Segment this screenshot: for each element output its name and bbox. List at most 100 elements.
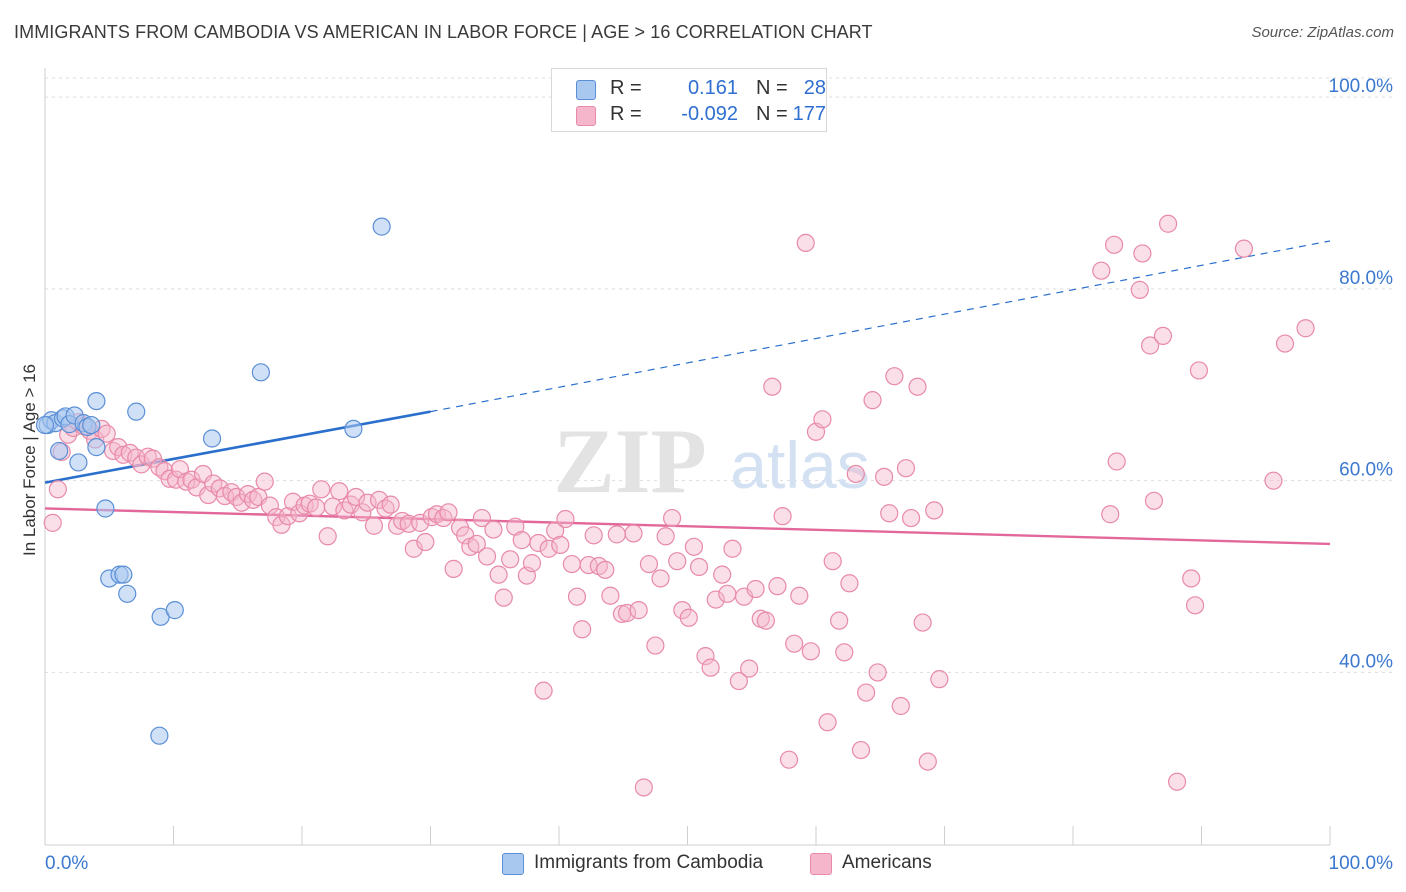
data-point-americans <box>706 590 725 609</box>
data-point-americans <box>501 550 520 569</box>
y-tick-label: 100.0% <box>1329 76 1394 97</box>
data-point-americans <box>494 588 513 607</box>
data-point-cambodia <box>344 419 363 439</box>
data-point-americans <box>908 377 927 396</box>
data-point-americans <box>534 681 553 700</box>
data-point-americans <box>467 534 486 554</box>
data-point-americans <box>925 501 944 520</box>
data-point-americans <box>512 531 531 550</box>
data-point-americans <box>48 480 67 499</box>
data-point-americans <box>567 587 587 606</box>
data-point-americans <box>773 507 792 526</box>
data-point-americans <box>740 659 759 678</box>
data-point-americans <box>260 496 279 515</box>
data-point-americans <box>584 526 603 545</box>
data-point-americans <box>573 620 592 639</box>
legend-r-value: 0.161 <box>687 77 738 99</box>
legend-swatch-pink <box>576 106 596 126</box>
axes <box>44 68 1331 846</box>
watermark-zip: ZIP <box>553 410 706 512</box>
data-point-americans <box>1133 244 1152 263</box>
data-point-americans <box>763 377 782 396</box>
y-axis-label: In Labor Force | Age > 16 <box>20 363 39 557</box>
bottom-legend-label: Americans <box>842 852 932 873</box>
data-point-americans <box>244 490 263 509</box>
data-point-americans <box>629 601 648 620</box>
data-point-americans <box>918 752 937 771</box>
data-point-americans <box>255 472 274 491</box>
data-point-americans <box>43 513 62 532</box>
data-point-americans <box>796 233 815 253</box>
data-point-americans <box>1130 280 1149 299</box>
data-point-americans <box>562 554 581 574</box>
x-tick-label: 0.0% <box>45 853 88 874</box>
data-point-americans <box>618 603 637 623</box>
data-point-americans <box>1182 569 1201 588</box>
data-point-americans <box>713 565 732 584</box>
data-point-americans <box>1105 235 1124 254</box>
legend-n-value: 177 <box>792 103 826 125</box>
data-point-americans <box>701 658 720 677</box>
data-point-americans <box>662 508 682 528</box>
data-point-americans <box>1158 214 1178 233</box>
data-point-cambodia <box>69 453 88 472</box>
data-point-cambodia <box>35 415 55 435</box>
data-point-americans <box>601 586 620 605</box>
data-point-americans <box>857 683 876 702</box>
data-point-americans <box>416 532 435 552</box>
data-point-cambodia <box>87 391 106 411</box>
data-point-americans <box>790 586 809 605</box>
legend-r-value: -0.092 <box>681 103 738 125</box>
data-point-americans <box>689 557 709 577</box>
data-point-americans <box>746 579 765 599</box>
watermark: ZIP atlas <box>553 410 869 512</box>
data-point-americans <box>830 611 849 630</box>
bottom-legend-swatch-pink <box>810 853 832 875</box>
legend-r-label: R = <box>610 103 642 125</box>
data-point-americans <box>1144 491 1164 510</box>
data-point-americans <box>346 487 366 507</box>
data-point-americans <box>718 584 737 603</box>
data-point-americans <box>1296 319 1315 338</box>
data-point-americans <box>323 497 342 516</box>
data-point-americans <box>756 611 775 630</box>
data-point-americans <box>522 554 542 573</box>
data-point-cambodia <box>165 601 184 620</box>
data-point-cambodia <box>114 565 133 584</box>
watermark-atlas: atlas <box>730 428 869 502</box>
data-point-americans <box>863 391 882 410</box>
data-point-americans <box>484 520 503 539</box>
data-point-americans <box>823 552 842 571</box>
data-point-americans <box>646 636 665 655</box>
data-point-americans <box>868 663 887 682</box>
bottom-legend-swatch-blue <box>502 853 524 875</box>
chart-title: IMMIGRANTS FROM CAMBODIA VS AMERICAN IN … <box>14 22 873 42</box>
data-point-cambodia <box>372 217 391 236</box>
data-point-americans <box>489 565 508 584</box>
data-point-americans <box>1107 452 1126 471</box>
data-point-americans <box>307 498 326 517</box>
data-point-americans <box>896 459 916 478</box>
data-point-americans <box>556 509 575 529</box>
data-point-cambodia <box>82 415 101 435</box>
data-point-americans <box>1275 334 1295 353</box>
data-point-americans <box>696 647 715 666</box>
data-point-americans <box>1140 336 1160 355</box>
legend-n-label: N = <box>756 103 788 125</box>
data-point-americans <box>891 696 910 716</box>
data-point-americans <box>723 539 742 558</box>
data-point-americans <box>729 671 749 691</box>
data-point-americans <box>404 539 423 558</box>
data-point-americans <box>551 535 570 555</box>
data-point-americans <box>875 467 894 486</box>
data-point-americans <box>97 424 116 443</box>
data-point-cambodia <box>87 438 106 457</box>
data-point-americans <box>885 367 904 386</box>
data-point-americans <box>444 559 463 578</box>
data-point-americans <box>318 527 337 546</box>
data-point-americans <box>851 740 871 760</box>
data-point-americans <box>477 547 497 566</box>
data-point-cambodia <box>251 363 270 382</box>
legend-r-label: R = <box>610 77 642 99</box>
data-point-americans <box>1153 326 1173 346</box>
